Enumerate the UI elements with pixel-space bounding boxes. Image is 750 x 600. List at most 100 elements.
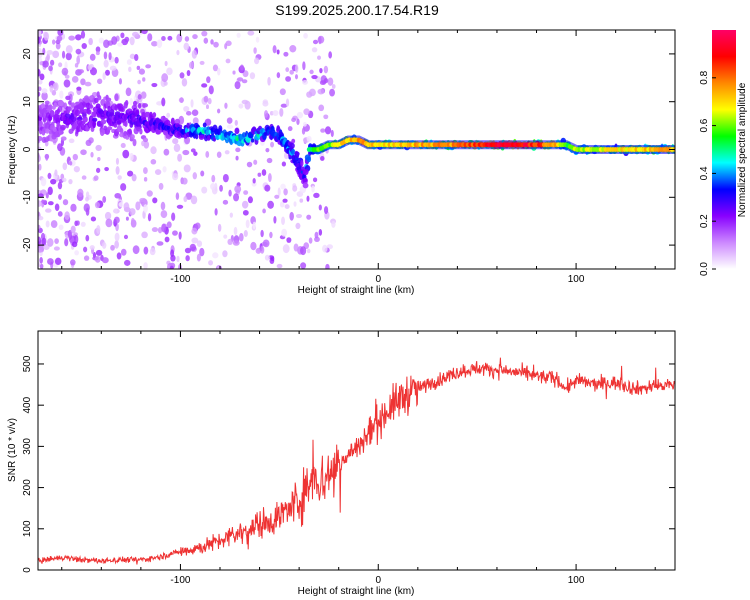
spectral-blob (75, 220, 80, 226)
spectral-blob (38, 47, 42, 53)
spectral-blob (54, 257, 62, 266)
spectral-blob (161, 73, 169, 83)
spectral-blob (189, 243, 197, 252)
spectral-blob (72, 153, 78, 161)
spectral-blob (210, 39, 214, 45)
spectral-blob (103, 59, 109, 68)
spectral-blob (49, 109, 55, 118)
spectral-blob (70, 102, 76, 108)
spectral-blob (93, 97, 99, 104)
spectral-blob (226, 117, 233, 124)
spectral-blob (201, 186, 208, 194)
spectral-blob (232, 70, 236, 75)
spectral-blob (184, 36, 190, 42)
spectral-blob (70, 259, 76, 266)
spectral-blob (211, 174, 216, 183)
spectral-blob (285, 76, 292, 82)
spectral-blob (142, 137, 149, 143)
spectral-blob (241, 200, 249, 209)
spectral-blob (205, 151, 210, 158)
spectral-blob (214, 208, 218, 216)
spectral-blob (318, 36, 322, 45)
spectral-blob (317, 55, 322, 60)
spectral-blob (45, 128, 50, 134)
spectral-blob (199, 247, 205, 257)
spectral-blob (317, 88, 325, 95)
spectral-blob (105, 69, 110, 76)
spectral-blob (250, 241, 257, 251)
spectral-blob (64, 238, 69, 247)
spectral-blob (277, 187, 281, 196)
spectral-blob (300, 262, 307, 269)
spectral-blob (78, 69, 85, 74)
y-tick-label: 0 (22, 146, 33, 152)
spectral-blob (46, 50, 54, 55)
spectral-blob (302, 177, 308, 183)
y-tick-label: 400 (22, 396, 33, 413)
spectral-blob (154, 169, 162, 175)
snr-panel: -100 0 100 0 100 200 300 400 500 Height of strai… (7, 330, 676, 597)
colorbar-tick-label: 0.4 (699, 166, 710, 180)
spectral-blob (283, 51, 289, 57)
spectral-blob (59, 90, 64, 99)
spectral-blob (92, 117, 98, 122)
spectral-blob (253, 47, 257, 54)
spectral-blob (322, 244, 328, 253)
spectral-blob (331, 220, 336, 228)
spectral-blob (291, 148, 296, 156)
spectral-blob (264, 254, 270, 261)
spectral-blob (58, 224, 64, 231)
spectral-blob (57, 143, 63, 152)
spectral-blob (74, 63, 79, 68)
spectral-blob (120, 183, 127, 191)
spectral-blob (67, 229, 73, 239)
spectral-blob (216, 151, 222, 158)
spectral-blob (252, 221, 256, 230)
spectral-blob (201, 30, 208, 37)
spectral-blob (176, 255, 180, 263)
spectral-blob (303, 121, 307, 127)
spectral-blob (38, 30, 42, 37)
spectral-blob (52, 82, 58, 90)
spectral-blob (54, 169, 58, 177)
spectral-blob (164, 60, 168, 67)
spectral-blob (284, 204, 290, 210)
spectral-blob (75, 34, 82, 41)
spectral-blob (47, 201, 54, 206)
spectral-blob (105, 218, 113, 228)
spectral-blob (243, 230, 248, 238)
spectral-blob (234, 119, 238, 126)
spectral-blob (143, 167, 148, 175)
spectral-blob (71, 76, 79, 83)
spectral-blob (97, 94, 102, 101)
spectral-blob (111, 36, 118, 45)
spectral-blob (47, 258, 54, 265)
spectral-blob (241, 99, 249, 105)
spectral-blob (176, 204, 184, 209)
spectral-blob (272, 110, 279, 116)
spectral-blob (289, 142, 295, 149)
spectral-blob (262, 239, 270, 248)
spectral-blob (125, 216, 129, 221)
spectral-blob (287, 126, 293, 132)
spectral-blob (141, 231, 148, 239)
spectral-blob (191, 227, 198, 235)
spectral-blob (104, 166, 109, 172)
spectral-blob (183, 164, 191, 173)
spectral-blob (50, 220, 58, 228)
spectral-blob (208, 260, 214, 266)
spectral-blob (311, 74, 318, 80)
spectral-blob (125, 87, 132, 97)
spectral-blob (206, 76, 211, 84)
spectral-blob (196, 253, 201, 262)
spectral-blob (114, 56, 119, 64)
spectral-blob (38, 36, 41, 44)
spectral-blob (51, 39, 56, 45)
spectral-blob (103, 39, 110, 49)
spectral-blob (280, 103, 288, 108)
spectral-blob (60, 136, 67, 141)
spectral-blob (264, 184, 271, 192)
spectral-blob (279, 201, 285, 208)
spectral-blob (294, 64, 299, 73)
spectral-blob (157, 227, 163, 234)
